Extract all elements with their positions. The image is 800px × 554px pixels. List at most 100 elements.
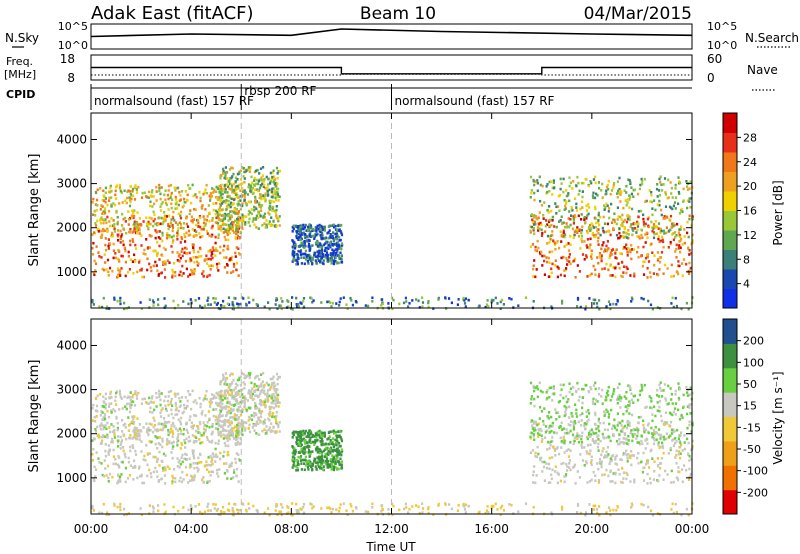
power-echo (176, 223, 179, 226)
power-echo (650, 191, 653, 194)
velocity-echo (174, 395, 177, 398)
velocity-echo (562, 461, 565, 465)
velocity-echo (173, 392, 176, 396)
power-echo (222, 227, 225, 231)
power-echo (276, 307, 279, 310)
power-echo (309, 226, 312, 230)
power-echo (226, 185, 230, 188)
power-echo (224, 230, 227, 233)
power-echo (418, 306, 421, 309)
power-echo (192, 246, 195, 249)
velocity-echo (663, 423, 666, 426)
velocity-echo (250, 414, 253, 417)
power-echo (296, 253, 299, 256)
power-echo (106, 203, 109, 207)
power-echo (582, 181, 585, 185)
velocity-echo (257, 418, 260, 422)
power-echo (588, 274, 592, 277)
power-echo (295, 236, 298, 240)
velocity-echo (621, 430, 624, 434)
velocity-echo (541, 470, 544, 473)
power-echo (675, 234, 678, 237)
power-echo (216, 186, 219, 190)
velocity-echo (554, 470, 557, 473)
power-echo (157, 236, 160, 239)
velocity-echo (255, 384, 258, 388)
velocity-echo (227, 405, 230, 409)
power-echo (202, 270, 205, 273)
velocity-echo (114, 409, 117, 413)
power-echo (212, 297, 215, 300)
velocity-echo (581, 446, 584, 449)
power-echo (224, 191, 227, 194)
velocity-echo (228, 374, 232, 377)
power-echo (594, 175, 597, 179)
velocity-echo (161, 460, 164, 463)
power-echo (256, 182, 260, 186)
velocity-echo (225, 462, 228, 465)
velocity-echo (169, 400, 172, 404)
velocity-echo (232, 378, 235, 382)
velocity-echo (675, 462, 678, 465)
power-echo (209, 191, 212, 195)
power-echo (176, 259, 179, 262)
velocity-echo (174, 408, 177, 412)
velocity-echo (146, 428, 149, 431)
power-echo (677, 272, 680, 276)
power-echo (99, 221, 102, 225)
velocity-echo (267, 389, 270, 392)
power-echo (91, 300, 94, 304)
power-echo (614, 266, 617, 270)
power-echo (572, 236, 575, 240)
velocity-echo (197, 468, 200, 471)
power-echo (649, 200, 652, 203)
velocity-echo (220, 393, 223, 396)
power-echo (617, 215, 620, 218)
power-echo (117, 258, 120, 262)
velocity-echo (210, 441, 213, 444)
power-echo (600, 254, 603, 257)
power-echo (96, 219, 99, 223)
power-echo (157, 303, 160, 307)
velocity-echo (132, 446, 135, 449)
velocity-echo (178, 459, 181, 462)
velocity-echo (228, 402, 231, 405)
velocity-echo (172, 445, 175, 448)
velocity-echo (164, 404, 167, 408)
velocity-echo (300, 468, 303, 471)
power-echo (307, 242, 311, 246)
velocity-echo (585, 460, 588, 463)
velocity-echo (332, 458, 335, 461)
power-echo (564, 207, 567, 210)
velocity-echo (241, 433, 244, 437)
velocity-echo (691, 439, 694, 443)
velocity-echo (303, 452, 306, 455)
power-echo (171, 274, 174, 277)
velocity-echo (188, 466, 192, 469)
power-echo (672, 224, 675, 228)
power-echo (251, 186, 254, 190)
power-echo (295, 233, 299, 236)
velocity-echo (309, 461, 312, 464)
power-echo (580, 238, 583, 241)
power-echo (111, 233, 114, 236)
power-echo (237, 215, 240, 219)
power-echo (592, 191, 595, 195)
power-echo (194, 208, 198, 211)
power-echo (159, 237, 162, 240)
power-echo (241, 216, 244, 220)
power-echo (664, 263, 667, 267)
power-echo (199, 216, 202, 220)
power-echo (331, 234, 334, 238)
power-echo (571, 209, 574, 212)
power-echo (129, 239, 132, 243)
power-echo (568, 199, 571, 203)
power-echo (609, 264, 612, 268)
velocity-echo (623, 424, 626, 428)
power-echo (129, 190, 132, 193)
power-echo (578, 270, 581, 273)
power-echo (621, 224, 624, 228)
velocity-echo (107, 444, 110, 447)
power-echo (615, 303, 618, 306)
power-echo (592, 226, 595, 229)
